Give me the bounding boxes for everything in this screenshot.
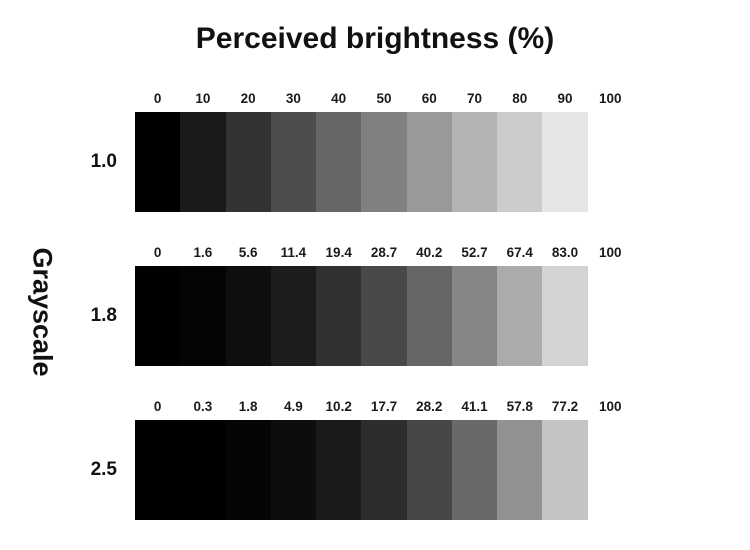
brightness-tick-label: 50 xyxy=(376,91,392,106)
brightness-tick-label: 77.2 xyxy=(551,399,579,414)
brightness-tick-label: 17.7 xyxy=(370,399,398,414)
gray-segment xyxy=(542,420,588,520)
gray-segment xyxy=(180,266,226,366)
gamma-row: 1.0 0 10 20 30 40 50 60 70 80 90 100 xyxy=(0,86,750,212)
gray-segment xyxy=(135,112,181,212)
brightness-tick-label: 67.4 xyxy=(506,245,533,260)
grayscale-bar xyxy=(135,266,633,366)
gray-segment xyxy=(180,420,226,520)
gray-segment xyxy=(270,420,317,520)
brightness-tick-label: 90 xyxy=(557,91,573,106)
tick-label-strip: 0 0.3 1.8 4.9 10.2 17.7 28.2 41.1 57.8 77.2 100 xyxy=(135,394,633,420)
brightness-tick-label: 0 xyxy=(153,245,162,260)
brightness-tick-label: 60 xyxy=(421,91,437,106)
brightness-tick-label: 100 xyxy=(599,91,622,106)
gray-segment xyxy=(270,112,317,212)
gray-segment xyxy=(316,266,362,366)
gray-segment xyxy=(587,112,633,212)
gray-segment xyxy=(406,266,452,366)
gamma-value-label: 2.5 xyxy=(90,459,117,480)
brightness-tick-label: 80 xyxy=(512,91,528,106)
gray-segment xyxy=(135,420,181,520)
chart-title: Perceived brightness (%) xyxy=(195,22,555,55)
gray-segment xyxy=(451,112,498,212)
brightness-tick-label: 20 xyxy=(240,91,256,106)
gray-segment xyxy=(225,112,271,212)
gray-segment xyxy=(542,266,588,366)
gray-segment xyxy=(270,266,317,366)
gray-segment xyxy=(451,420,498,520)
gray-segment xyxy=(316,420,362,520)
brightness-tick-label: 0 xyxy=(153,91,162,106)
gray-segment xyxy=(180,112,226,212)
tick-label-strip: 0 10 20 30 40 50 60 70 80 90 100 xyxy=(135,86,633,112)
gray-segment xyxy=(361,266,407,366)
brightness-tick-label: 10 xyxy=(195,91,211,106)
gamma-row: 2.5 0 0.3 1.8 4.9 10.2 17.7 28.2 41.1 57.8 77.2 100 xyxy=(0,394,750,520)
gray-segment xyxy=(451,266,498,366)
gray-segment xyxy=(361,420,407,520)
gray-segment xyxy=(587,420,633,520)
row-chart: 0 1.6 5.6 11.4 19.4 28.7 40.2 52.7 67.4 83.0 100 xyxy=(135,240,633,366)
brightness-tick-label: 100 xyxy=(599,399,622,414)
brightness-tick-label: 0 xyxy=(153,399,162,414)
brightness-tick-label: 5.6 xyxy=(238,245,258,260)
gray-segment xyxy=(406,420,452,520)
brightness-tick-label: 57.8 xyxy=(506,399,533,414)
brightness-tick-label: 10.2 xyxy=(325,399,352,414)
brightness-tick-label: 0.3 xyxy=(193,399,213,414)
gray-segment xyxy=(497,420,543,520)
brightness-tick-label: 40.2 xyxy=(416,245,443,260)
gamma-value-label: 1.0 xyxy=(90,151,117,172)
brightness-tick-label: 100 xyxy=(599,245,622,260)
brightness-tick-label: 41.1 xyxy=(461,399,488,414)
brightness-tick-label: 83.0 xyxy=(551,245,579,260)
gray-segment xyxy=(497,112,543,212)
brightness-tick-label: 52.7 xyxy=(461,245,488,260)
row-chart: 0 0.3 1.8 4.9 10.2 17.7 28.2 41.1 57.8 77.2 100 xyxy=(135,394,633,520)
row-chart: 0 10 20 30 40 50 60 70 80 90 100 xyxy=(135,86,633,212)
gray-segment xyxy=(135,266,181,366)
y-axis-label: Grayscale xyxy=(27,247,58,377)
brightness-tick-label: 1.6 xyxy=(193,245,213,260)
gray-segment xyxy=(361,112,407,212)
brightness-tick-label: 1.8 xyxy=(238,399,258,414)
brightness-tick-label: 30 xyxy=(285,91,301,106)
brightness-tick-label: 28.2 xyxy=(416,399,443,414)
brightness-tick-label: 11.4 xyxy=(280,245,307,260)
gamma-row: 1.8 0 1.6 5.6 11.4 19.4 28.7 40.2 52.7 67.4 83.0 10… xyxy=(0,240,750,366)
brightness-tick-label: 70 xyxy=(466,91,482,106)
gray-segment xyxy=(542,112,588,212)
gray-segment xyxy=(225,420,271,520)
gray-segment xyxy=(225,266,271,366)
gray-segment xyxy=(316,112,362,212)
gray-segment xyxy=(587,266,633,366)
brightness-tick-label: 28.7 xyxy=(370,245,398,260)
brightness-tick-label: 40 xyxy=(331,91,347,106)
grayscale-bar xyxy=(135,420,633,520)
tick-label-strip: 0 1.6 5.6 11.4 19.4 28.7 40.2 52.7 67.4 83.0 100 xyxy=(135,240,633,266)
brightness-tick-label: 4.9 xyxy=(284,399,303,414)
gray-segment xyxy=(406,112,452,212)
gamma-rows: 1.0 0 10 20 30 40 50 60 70 80 90 100 1.8 0 1.6 5.6 11.4 1… xyxy=(0,86,750,520)
brightness-tick-label: 19.4 xyxy=(325,245,352,260)
grayscale-bar xyxy=(135,112,633,212)
gamma-value-label: 1.8 xyxy=(90,305,117,326)
gray-segment xyxy=(497,266,543,366)
